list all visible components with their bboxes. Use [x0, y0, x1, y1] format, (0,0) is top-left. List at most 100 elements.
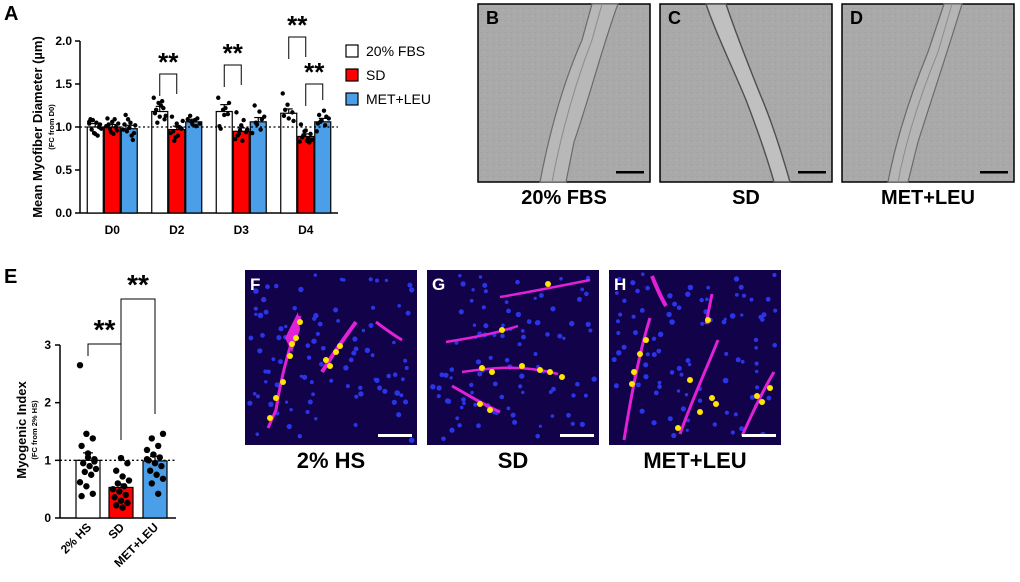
chart-a-significance-bracket — [305, 83, 324, 106]
nucleus-dot — [687, 284, 694, 291]
chart-e-point — [158, 462, 165, 470]
nucleus-dot — [515, 311, 522, 318]
nucleus-dot — [358, 385, 363, 390]
chart-e-point — [78, 442, 85, 450]
chart-e-point — [78, 492, 85, 500]
chart-a-legend: 20% FBS SD MET+LEU — [345, 43, 431, 107]
nucleus-dot — [515, 279, 520, 285]
nucleus-dot — [278, 359, 283, 365]
nucleus-dot — [566, 412, 571, 418]
nucleus-dot — [635, 288, 640, 294]
nucleus-dot — [475, 359, 481, 365]
chart-a-point — [197, 121, 202, 126]
chart-e-point — [116, 488, 123, 495]
nucleus-dot — [255, 394, 260, 399]
chart-a-point — [121, 127, 126, 132]
nucleus-dot — [705, 297, 709, 302]
nucleus-dot — [667, 416, 673, 422]
nucleus-dot — [375, 278, 379, 283]
chart-a-point — [321, 108, 327, 113]
nucleus-dot — [773, 308, 778, 313]
chart-e-bar — [142, 460, 168, 519]
chart-e-ylabel-main: Myogenic Index — [14, 380, 29, 478]
nucleus-dot — [724, 351, 729, 356]
chart-a-xtick-label: D4 — [298, 223, 314, 237]
nucleus-dot — [766, 395, 772, 401]
chart-a-point — [281, 113, 287, 119]
nucleus-dot — [444, 398, 451, 404]
chart-e-point — [76, 361, 84, 369]
panel-b: B 20% FBS — [477, 3, 651, 209]
nucleus-dot — [315, 331, 320, 336]
nucleus-dot — [449, 367, 455, 372]
nucleus-dot — [761, 312, 767, 318]
chart-a-point — [99, 126, 104, 131]
nucleus-dot — [521, 390, 525, 395]
myonuclei-marker — [487, 407, 493, 413]
chart-a-point — [250, 130, 255, 136]
panel-letter-c: C — [668, 8, 681, 28]
chart-e-point — [113, 502, 120, 509]
nucleus-dot — [559, 277, 563, 281]
caption-b: 20% FBS — [521, 187, 607, 209]
nucleus-dot — [253, 306, 258, 311]
myonuclei-marker — [705, 317, 711, 323]
nucleus-dot — [733, 276, 740, 282]
nucleus-dot — [478, 275, 483, 279]
chart-e-point — [119, 473, 126, 480]
chart-a-point — [104, 123, 109, 129]
nucleus-dot — [734, 293, 739, 297]
chart-a-point — [226, 100, 232, 106]
nucleus-dot — [504, 357, 510, 363]
chart-e-xtick-label: 2% HS — [58, 520, 94, 556]
nucleus-dot — [317, 321, 323, 327]
scale-bar-g — [560, 434, 594, 437]
nucleus-dot — [462, 401, 466, 406]
chart-e-ytick-label: 0 — [44, 511, 51, 525]
nucleus-dot — [477, 371, 483, 377]
chart-a-point — [233, 136, 238, 142]
nucleus-dot — [353, 423, 358, 427]
nucleus-dot — [254, 312, 258, 316]
nucleus-dot — [721, 319, 727, 325]
chart-a-bar — [151, 110, 169, 214]
chart-a-point — [95, 133, 100, 138]
nucleus-dot — [533, 352, 538, 356]
nucleus-dot — [336, 319, 340, 323]
nucleus-dot — [614, 291, 619, 295]
chart-a-point — [155, 120, 160, 125]
nucleus-dot — [404, 366, 409, 370]
nucleus-dot — [399, 393, 404, 398]
nucleus-dot — [738, 284, 744, 290]
legend-label-metleu: MET+LEU — [366, 91, 431, 107]
chart-a-significance-label: ** — [158, 47, 179, 77]
chart-a-point — [257, 109, 262, 114]
nucleus-dot — [319, 362, 324, 367]
nucleus-dot — [539, 293, 544, 298]
nucleus-dot — [276, 335, 282, 341]
nucleus-dot — [577, 296, 582, 302]
chart-a-point — [282, 107, 288, 113]
nucleus-dot — [685, 358, 691, 363]
nucleus-dot — [699, 297, 704, 303]
nucleus-dot — [579, 421, 586, 427]
nucleus-dot — [499, 394, 505, 400]
chart-a-ylabel-sub: (FC from D0) — [47, 104, 56, 150]
nucleus-dot — [292, 306, 297, 311]
scale-bar-f — [378, 434, 412, 437]
chart-a-significance-label: ** — [287, 10, 308, 40]
chart-a-point — [151, 95, 156, 100]
chart-a-point — [173, 135, 178, 140]
nucleus-dot — [741, 293, 747, 298]
nucleus-dot — [472, 323, 477, 327]
nucleus-dot — [641, 272, 645, 277]
chart-a-point — [286, 116, 291, 121]
nucleus-dot — [483, 289, 488, 294]
chart-a-point — [162, 117, 167, 122]
chart-a-bar — [314, 121, 332, 214]
chart-a-point — [297, 139, 302, 144]
chart-a-bar — [185, 121, 203, 214]
nucleus-dot — [439, 372, 445, 378]
